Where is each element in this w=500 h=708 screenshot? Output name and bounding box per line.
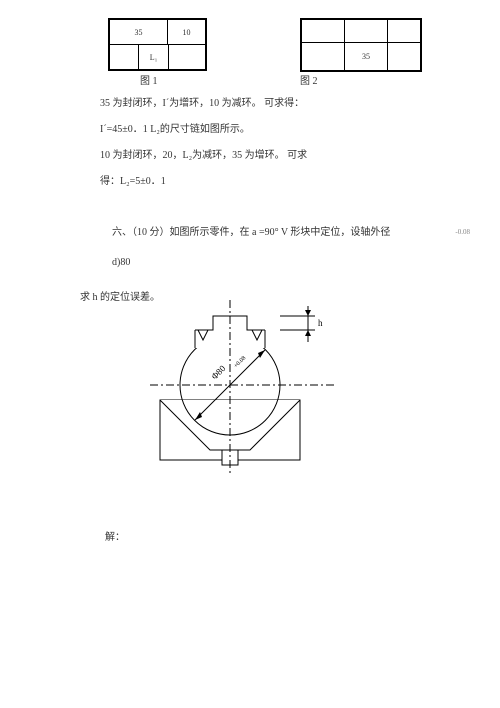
fig1-r1c2: 10 [168,20,206,45]
figure-2-caption: 图 2 [300,72,318,87]
fig2-r2c3 [388,43,421,71]
question-6: 六、（10 分）如图所示零件，在 a =90° V 形块中定位，设轴外径 [112,225,390,241]
figure-1-caption: 图 1 [140,72,158,87]
text-line-3: 10 为封闭环，20，L₂为减环，35 为增环。 可求 [100,148,307,164]
fig2-r2c2: 35 [345,43,388,71]
d80-text: d)80 [112,255,130,271]
h-label: h [318,318,323,328]
text-line-2: I´=45±0．1 L₂的尺寸链如图所示。 [100,122,250,138]
margin-note: -0.08 [455,228,470,236]
fig2-r2c1 [302,43,345,71]
fig2-r1c1 [302,20,345,43]
fig1-r1c1: 35 [110,20,168,45]
solution-label: 解： [105,530,125,546]
text-line-4: 得：L₂=5±0．1 [100,174,166,190]
fig2-r1c3 [388,20,421,43]
tolerance-upper: +0.08 [233,355,247,369]
fig1-r2c1 [110,45,139,69]
figure-2-table: 35 [300,18,422,72]
figure-1-table: 35 10 L₁ [108,18,207,71]
fig1-r2c2: L₁ [139,45,169,69]
vblock-diagram: Φ80 +0.08 h [140,300,340,480]
fig2-r1c2 [345,20,388,43]
diameter-label: Φ80 [209,363,227,381]
text-line-1: 35 为封闭环，I´为增环，10 为减环。 可求得： [100,96,304,112]
fig1-r2c3 [169,45,205,69]
